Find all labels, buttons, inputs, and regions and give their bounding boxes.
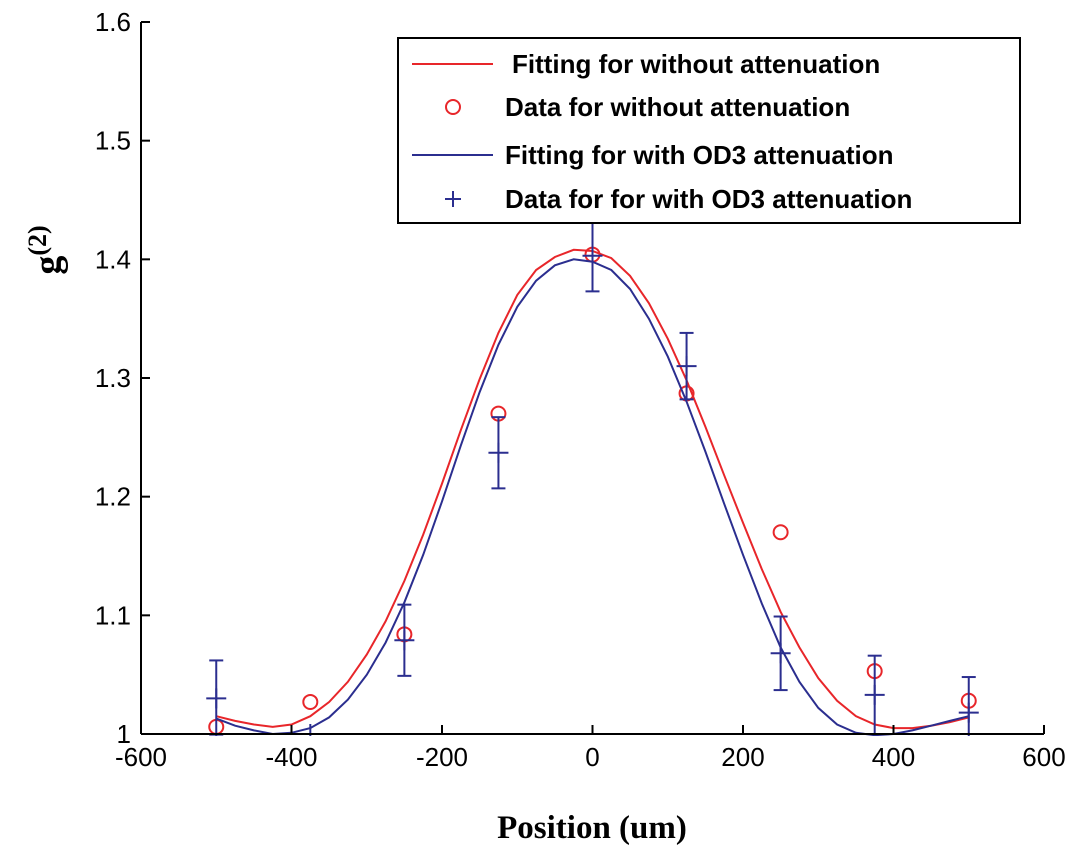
legend-entry-label: Fitting for with OD3 attenuation <box>505 140 894 170</box>
x-tick-label: -400 <box>265 742 317 772</box>
legend-box <box>397 37 1021 224</box>
data-point-circle <box>302 693 319 710</box>
x-tick-label: 600 <box>1022 742 1065 772</box>
legend-sample-circle <box>445 99 461 115</box>
y-tick-label: 1.1 <box>95 600 131 630</box>
y-tick-label: 1.2 <box>95 482 131 512</box>
x-tick-label: 0 <box>585 742 599 772</box>
plot-area <box>206 219 979 736</box>
y-tick-label: 1 <box>117 719 131 749</box>
y-axis-label: g(2) <box>23 225 69 274</box>
y-tick-label: 1.4 <box>95 244 131 274</box>
x-axis-label: Position (um) <box>497 810 687 845</box>
y-tick-label: 1.6 <box>95 7 131 37</box>
axes: -600 -400 -200 0 200 400 600 1 1.1 1.2 1.3 1.4 1.5 1.… <box>95 7 1066 772</box>
series-group <box>206 219 979 736</box>
data-point-circle <box>772 524 789 541</box>
x-tick-label: 200 <box>721 742 764 772</box>
y-tick-label: 1.3 <box>95 363 131 393</box>
x-tick-label: -200 <box>416 742 468 772</box>
y-axis-label-superscript: (2) <box>23 225 52 255</box>
series-line-fitting-for-with-od3-attenuation <box>215 258 970 736</box>
x-tick-label: 400 <box>872 742 915 772</box>
series-line-fitting-for-without-attenuation <box>216 248 970 730</box>
y-axis-label-base: g <box>27 256 69 275</box>
y-tick-label: 1.5 <box>95 126 131 156</box>
legend-entry-label: Data for for with OD3 attenuation <box>505 184 912 214</box>
legend-entry-label: Fitting for without attenuation <box>512 49 880 79</box>
legend: Fitting for without attenuation Data for … <box>397 37 1021 224</box>
x-tick-label: -600 <box>115 742 167 772</box>
legend-entry-label: Data for without attenuation <box>505 92 850 122</box>
